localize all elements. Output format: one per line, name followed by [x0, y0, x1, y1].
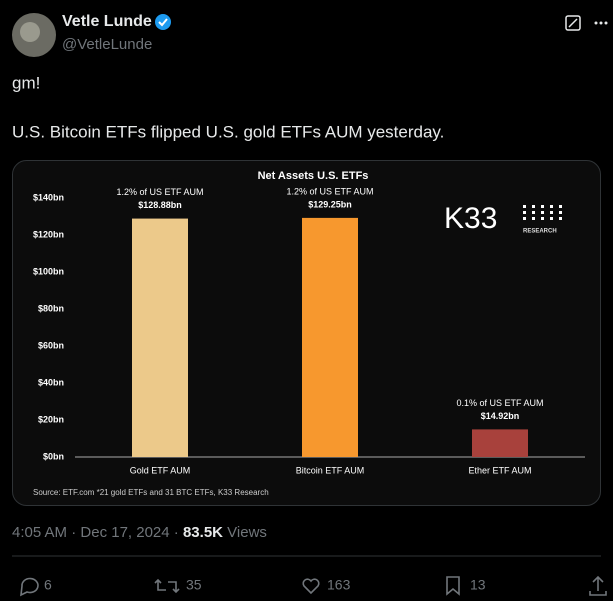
views-count: 83.5K	[183, 524, 223, 541]
bookmark-icon[interactable]	[446, 576, 460, 596]
value-label: $129.25bn	[308, 199, 352, 209]
time: 4:05 AM	[12, 524, 67, 541]
y-tick-label: $20bn	[38, 414, 64, 424]
logo: K33	[444, 202, 497, 235]
chart: Net Assets U.S. ETFs K33 RESEARCH $0bn $20bn…	[33, 170, 585, 497]
logo-dot	[550, 217, 553, 220]
logo-dot	[523, 211, 526, 214]
share-label: 0.1% of US ETF AUM	[456, 398, 543, 408]
tweet-text: gm!	[12, 73, 40, 92]
logo-dot	[550, 211, 553, 214]
x-tick-label: Ether ETF AUM	[468, 465, 531, 475]
y-tick-label: $120bn	[33, 229, 64, 239]
logo-dot	[532, 211, 535, 214]
x-tick-label: Gold ETF AUM	[130, 465, 191, 475]
source: Source: ETF.com *21 gold ETFs and 31 BTC…	[33, 488, 269, 497]
verified-check	[158, 18, 168, 27]
logo-dot	[532, 205, 535, 208]
y-tick-label: $80bn	[38, 303, 64, 313]
logo-dot	[523, 205, 526, 208]
avatar-detail	[20, 22, 40, 42]
separator: ·	[71, 524, 76, 541]
bar	[472, 429, 528, 457]
tweet-text: U.S. Bitcoin ETFs flipped U.S. gold ETFs…	[12, 122, 444, 141]
like-icon[interactable]	[302, 578, 320, 595]
y-tick-label: $60bn	[38, 340, 64, 350]
share-label: 1.2% of US ETF AUM	[286, 186, 373, 196]
chart-title: Net Assets U.S. ETFs	[258, 170, 369, 182]
y-tick-label: $140bn	[33, 192, 64, 202]
share-label: 1.2% of US ETF AUM	[116, 187, 203, 197]
meta: 4:05 AM · Dec 17, 2024 · 83.5K Views	[12, 524, 267, 541]
author-name[interactable]: Vetle Lunde	[62, 13, 152, 30]
bookmark-count: 13	[470, 577, 486, 593]
logo-dot	[559, 217, 562, 220]
more-icon[interactable]	[594, 21, 608, 25]
logo-dot	[541, 211, 544, 214]
value-label: $14.92bn	[481, 411, 520, 421]
logo-dot	[541, 205, 544, 208]
logo-dot	[523, 217, 526, 220]
y-tick-label: $100bn	[33, 266, 64, 276]
views-label: Views	[227, 524, 267, 541]
share-icon[interactable]	[589, 575, 607, 596]
y-tick-label: $40bn	[38, 377, 64, 387]
logo-dot	[559, 211, 562, 214]
verified-badge	[155, 14, 171, 30]
repost-icon[interactable]	[154, 578, 180, 594]
logo-dot	[550, 205, 553, 208]
bar	[302, 217, 358, 457]
grok-icon-slash	[568, 18, 578, 28]
logo-dot	[541, 217, 544, 220]
y-tick-label: $0bn	[43, 451, 64, 461]
reply-icon[interactable]	[20, 577, 39, 597]
bar	[132, 218, 188, 457]
date: Dec 17, 2024	[80, 524, 169, 541]
separator: ·	[174, 524, 179, 541]
logo-dot	[559, 205, 562, 208]
author-handle[interactable]: @VetleLunde	[62, 36, 152, 53]
reply-count: 6	[44, 577, 52, 593]
value-label: $128.88bn	[138, 200, 182, 210]
x-tick-label: Bitcoin ETF AUM	[296, 465, 365, 475]
repost-count: 35	[186, 577, 202, 593]
logo-dot	[532, 217, 535, 220]
logo-sub: RESEARCH	[523, 229, 557, 235]
like-count: 163	[327, 577, 351, 593]
grok-icon[interactable]	[565, 15, 581, 31]
